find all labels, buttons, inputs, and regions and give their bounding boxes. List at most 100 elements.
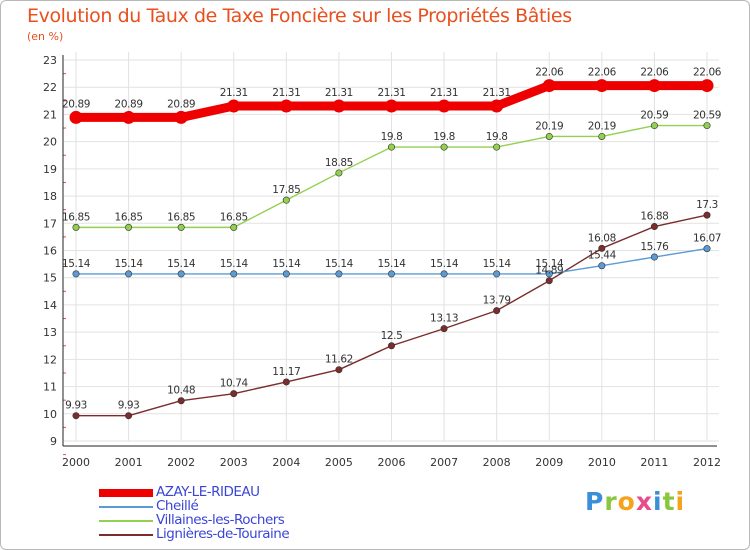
data-label: 15.14 (483, 258, 512, 270)
y-tick-label: 11 (43, 381, 57, 394)
y-tick-label: 15 (43, 272, 57, 285)
data-labels-layer: 20.89 20.89 20.89 21.31 21.31 21.31 21.31 21.31… (62, 67, 722, 412)
data-point (703, 245, 711, 253)
data-point (72, 223, 80, 231)
data-point (227, 99, 241, 113)
data-label: 16.85 (167, 211, 195, 223)
data-point (230, 270, 238, 278)
y-tick-label: 18 (43, 190, 57, 203)
data-label: 15.14 (62, 258, 91, 270)
data-point (125, 412, 133, 420)
data-label: 15.14 (430, 258, 459, 270)
data-point (440, 143, 448, 151)
data-point (174, 110, 188, 124)
chart-unit-label: (en %) (27, 30, 64, 43)
data-label: 22.06 (535, 67, 564, 79)
data-point (598, 132, 606, 140)
data-label: 13.13 (430, 313, 458, 325)
data-point (282, 270, 290, 278)
y-tick-label: 12 (43, 353, 57, 366)
data-label: 11.17 (272, 366, 300, 378)
data-point (703, 211, 711, 219)
data-label: 20.19 (535, 120, 563, 132)
data-label: 20.89 (115, 98, 143, 110)
data-label: 22.06 (693, 67, 722, 79)
data-point (230, 390, 238, 398)
series-layer (69, 79, 714, 420)
data-point (125, 223, 133, 231)
data-label: 20.19 (588, 120, 616, 132)
logo-letter: P (585, 487, 605, 516)
data-label: 10.48 (167, 385, 195, 397)
y-tick-label: 14 (43, 299, 57, 312)
data-point (125, 270, 133, 278)
data-label: 11.62 (325, 354, 353, 366)
data-point (177, 397, 185, 405)
data-label: 9.93 (65, 400, 87, 412)
data-label: 16.08 (588, 232, 616, 244)
data-label: 20.59 (640, 110, 668, 122)
data-point (703, 122, 711, 130)
legend-label: Lignières-de-Touraine (156, 526, 290, 542)
proxiti-logo: Proxiti (585, 487, 685, 516)
data-label: 15.44 (588, 250, 617, 262)
data-label: 16.07 (693, 233, 721, 245)
data-label: 15.14 (167, 258, 196, 270)
data-point (598, 244, 606, 252)
data-label: 15.14 (535, 258, 564, 270)
data-label: 14.89 (535, 265, 563, 277)
y-tick-label: 13 (43, 326, 57, 339)
data-label: 21.31 (272, 87, 300, 99)
data-label: 10.74 (220, 378, 249, 390)
gridlines (64, 52, 719, 442)
data-point (545, 132, 553, 140)
x-tick-label: 2004 (272, 456, 300, 469)
y-tick-label: 9 (50, 435, 57, 448)
data-point (72, 270, 80, 278)
data-label: 19.8 (381, 131, 403, 143)
data-point (545, 277, 553, 285)
data-label: 16.85 (220, 211, 248, 223)
data-label: 21.31 (483, 87, 511, 99)
legend-swatch (99, 488, 153, 497)
logo-letter: i (675, 487, 686, 516)
legend-label: Villaines-les-Rochers (156, 512, 285, 528)
data-label: 15.14 (115, 258, 144, 270)
data-point (279, 99, 293, 113)
data-label: 15.76 (640, 241, 669, 253)
data-label: 12.5 (381, 330, 403, 342)
data-point (282, 378, 290, 386)
data-point (122, 110, 136, 124)
x-tick-label: 2009 (535, 456, 563, 469)
data-label: 22.06 (640, 67, 669, 79)
y-tick-label: 19 (43, 163, 57, 176)
data-label: 17.3 (696, 199, 718, 211)
data-point (387, 342, 395, 350)
legend-label: Cheillé (156, 498, 199, 514)
data-point (598, 262, 606, 270)
data-point (545, 270, 553, 278)
x-tick-label: 2008 (483, 456, 511, 469)
data-point (335, 270, 343, 278)
logo-letter: x (635, 487, 653, 516)
data-point (335, 169, 343, 177)
data-point (440, 325, 448, 333)
legend-label: AZAY-LE-RIDEAU (156, 484, 260, 500)
y-tick-label: 23 (43, 54, 57, 67)
data-label: 21.31 (325, 87, 353, 99)
data-label: 15.14 (377, 258, 406, 270)
data-point (650, 253, 658, 261)
data-point (69, 110, 83, 124)
y-tick-label: 21 (43, 108, 57, 121)
data-label: 22.06 (588, 67, 617, 79)
logo-letter: r (604, 487, 618, 516)
data-point (230, 223, 238, 231)
data-point (387, 143, 395, 151)
data-label: 15.14 (220, 258, 249, 270)
data-label: 18.85 (325, 157, 353, 169)
logo-letter: i (653, 487, 663, 516)
legend-swatch (99, 533, 153, 536)
data-label: 15.14 (272, 258, 301, 270)
x-tick-label: 2003 (220, 456, 248, 469)
